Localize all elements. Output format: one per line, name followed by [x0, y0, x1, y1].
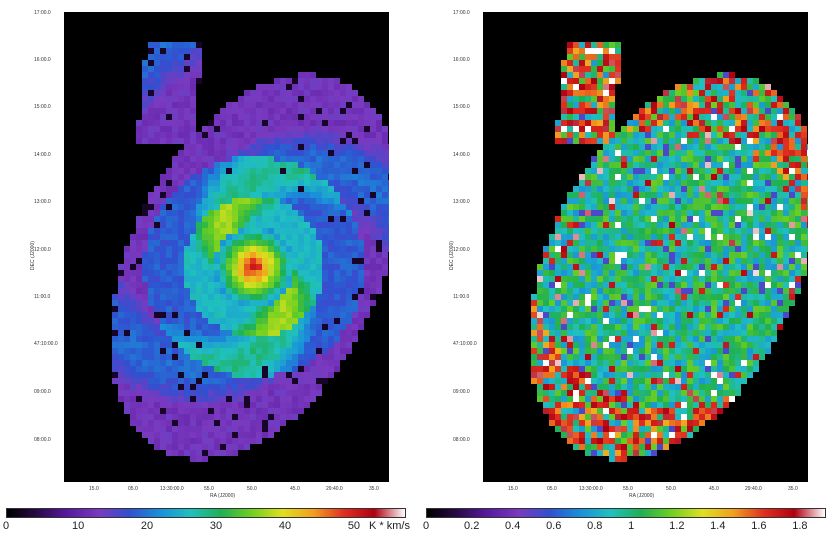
right-colorbar-tick: 0.8 — [587, 520, 603, 532]
right-x-tick: 45.0 — [709, 486, 719, 492]
left-y-axis-label: DEC (J2000) — [30, 241, 36, 270]
right-y-tick: 11:00.0 — [453, 294, 470, 300]
left-y-tick: 12:00.0 — [34, 247, 51, 253]
left-colorbar-unit: K * km/s — [369, 520, 410, 532]
left-x-tick: 50.0 — [247, 486, 257, 492]
left-x-tick: 13:30:00.0 — [160, 486, 184, 492]
right-x-tick: 29:40.0 — [745, 486, 762, 492]
right-x-tick: 15.0 — [508, 486, 518, 492]
right-colorbar-tick: 1 — [628, 520, 635, 532]
right-colorbar-tick: 0.2 — [464, 520, 480, 532]
right-map-pixels — [531, 42, 808, 462]
left-y-tick: 13:00.0 — [34, 199, 51, 205]
left-colorbar — [6, 508, 406, 518]
left-x-tick: 05.0 — [128, 486, 138, 492]
left-y-tick: 11:00.0 — [34, 294, 51, 300]
right-ratio-map — [531, 42, 808, 462]
right-colorbar-tick: 0.6 — [546, 520, 562, 532]
right-colorbar — [426, 508, 826, 518]
right-y-tick: 15:00.0 — [453, 104, 470, 110]
left-colorbar-tick: 50 — [347, 520, 361, 532]
left-intensity-map — [112, 42, 389, 462]
right-y-tick: 08:00.0 — [453, 437, 470, 443]
left-y-tick: 08:00.0 — [34, 437, 51, 443]
left-y-tick: 15:00.0 — [34, 104, 51, 110]
right-colorbar-tick: 1.4 — [710, 520, 726, 532]
right-x-tick: 05.0 — [547, 486, 557, 492]
right-x-tick: 13:30:00.0 — [579, 486, 603, 492]
left-x-tick: 15.0 — [89, 486, 99, 492]
right-y-tick: 12:00.0 — [453, 247, 470, 253]
left-map-panel — [64, 12, 389, 482]
right-y-axis-label: DEC (J2000) — [449, 241, 455, 270]
right-colorbar-tick: 1.6 — [751, 520, 767, 532]
right-x-tick: 35.0 — [788, 486, 798, 492]
right-x-tick: 55.0 — [623, 486, 633, 492]
right-x-tick: 50.0 — [666, 486, 676, 492]
right-y-tick: 16:00.0 — [453, 57, 470, 63]
right-y-tick: 17:00.0 — [453, 10, 470, 16]
right-x-axis-label: RA (J2000) — [629, 493, 655, 499]
right-map-panel — [483, 12, 808, 482]
left-x-tick: 45.0 — [290, 486, 300, 492]
left-y-tick: 17:00.0 — [34, 10, 51, 16]
right-y-tick: 47:10:00.0 — [453, 341, 477, 347]
left-x-tick: 29:40.0 — [326, 486, 343, 492]
left-colorbar-tick: 0 — [3, 520, 10, 532]
right-y-tick: 13:00.0 — [453, 199, 470, 205]
left-x-tick: 55.0 — [204, 486, 214, 492]
left-x-tick: 35.0 — [369, 486, 379, 492]
left-y-tick: 16:00.0 — [34, 57, 51, 63]
left-y-tick: 47:10:00.0 — [34, 341, 58, 347]
left-y-tick: 09:00.0 — [34, 389, 51, 395]
left-map-pixels — [112, 42, 389, 462]
left-colorbar-tick: 30 — [209, 520, 223, 532]
right-colorbar-tick: 0.4 — [505, 520, 521, 532]
left-colorbar-tick: 20 — [140, 520, 154, 532]
left-colorbar-tick: 40 — [278, 520, 292, 532]
left-x-axis-label: RA (J2000) — [210, 493, 236, 499]
left-y-tick: 14:00.0 — [34, 152, 51, 158]
right-colorbar-tick: 0 — [423, 520, 430, 532]
right-colorbar-tick: 1.8 — [792, 520, 808, 532]
right-colorbar-tick: 1.2 — [669, 520, 685, 532]
right-y-tick: 14:00.0 — [453, 152, 470, 158]
left-colorbar-tick: 10 — [71, 520, 85, 532]
right-y-tick: 09:00.0 — [453, 389, 470, 395]
